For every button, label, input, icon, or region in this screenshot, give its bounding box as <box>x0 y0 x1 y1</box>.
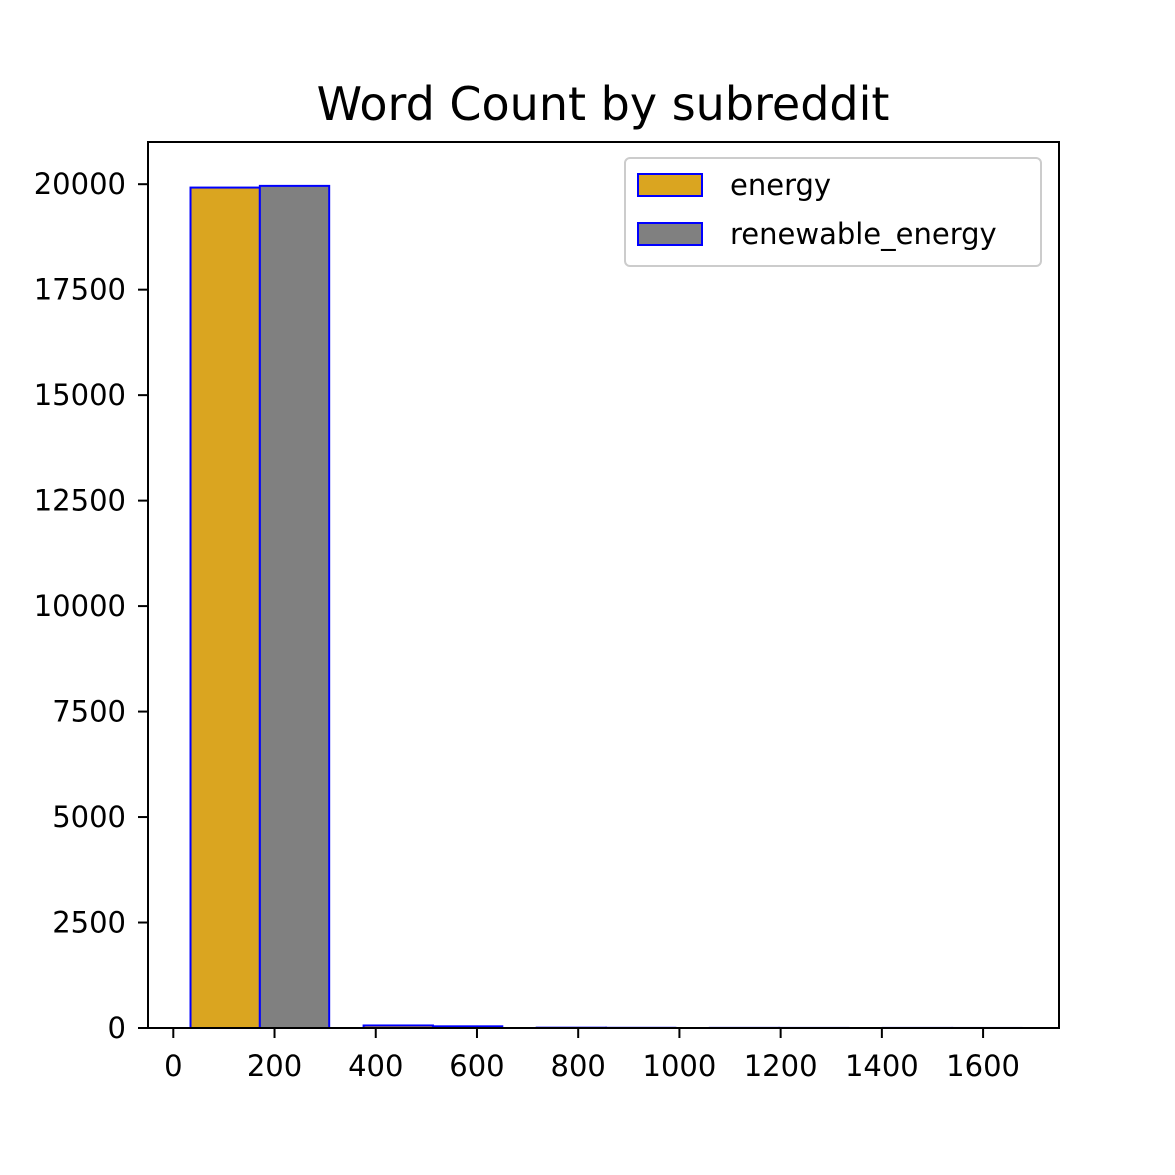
y-tick-label: 15000 <box>34 378 126 412</box>
y-tick-label: 7500 <box>52 695 126 729</box>
chart-title: Word Count by subreddit <box>317 77 890 131</box>
x-tick-label: 1000 <box>643 1049 717 1083</box>
x-tick-label: 200 <box>247 1049 302 1083</box>
y-tick-label: 20000 <box>34 167 126 201</box>
x-tick-label: 1400 <box>845 1049 919 1083</box>
x-axis: 0 200 400 600 800 1000 1200 1400 1600 <box>164 1028 1020 1083</box>
y-tick-label: 2500 <box>52 906 126 940</box>
legend-swatch-energy <box>637 173 703 197</box>
bar-energy-0 <box>189 186 261 1029</box>
x-tick-label: 800 <box>551 1049 606 1083</box>
x-tick-label: 600 <box>449 1049 504 1083</box>
legend-swatch-renewable-energy <box>637 222 703 246</box>
bar-renewable-energy-0 <box>258 184 331 1029</box>
legend-frame <box>624 157 1042 267</box>
legend-label-renewable-energy: renewable_energy <box>730 217 997 251</box>
y-tick-label: 10000 <box>34 589 126 623</box>
bars-layer <box>189 184 1023 1030</box>
y-tick-label: 5000 <box>52 800 126 834</box>
x-tick-label: 0 <box>164 1049 182 1083</box>
x-tick-label: 400 <box>348 1049 403 1083</box>
y-tick-label: 17500 <box>34 273 126 307</box>
plot-area-frame <box>147 141 1060 1029</box>
y-tick-label: 0 <box>108 1011 126 1045</box>
x-tick-label: 1600 <box>946 1049 1020 1083</box>
legend: energy renewable_energy <box>624 157 1042 267</box>
y-tick-label: 12500 <box>34 484 126 518</box>
y-axis: 0 2500 5000 7500 10000 12500 15000 17500 20000 <box>34 167 148 1045</box>
x-tick-label: 1200 <box>744 1049 818 1083</box>
legend-label-energy: energy <box>730 168 831 202</box>
